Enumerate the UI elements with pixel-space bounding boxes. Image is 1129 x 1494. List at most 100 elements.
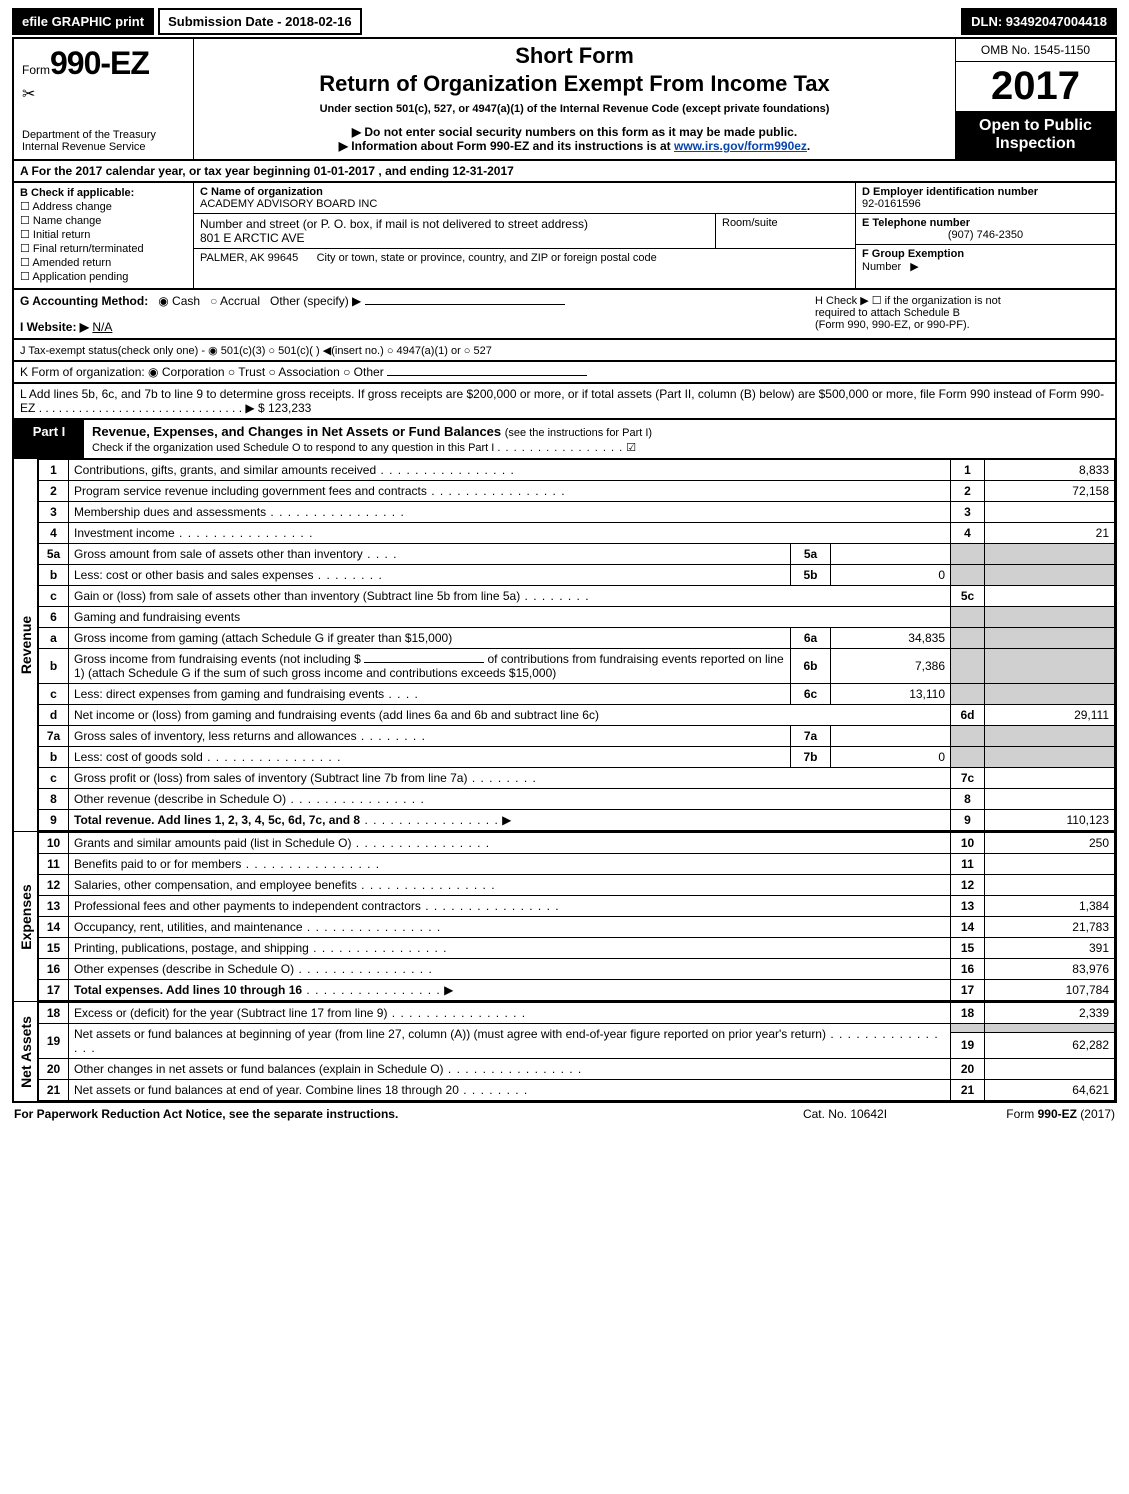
rval-18: 2,339 [985, 1003, 1115, 1024]
efile-print-button[interactable]: efile GRAPHIC print [12, 8, 154, 35]
table-row: 7a Gross sales of inventory, less return… [39, 726, 1115, 747]
d-label: D Employer identification number [862, 186, 1038, 198]
rnum-7c: 7c [951, 768, 985, 789]
revenue-table: 1 Contributions, gifts, grants, and simi… [38, 459, 1115, 831]
part-i-label: Part I [14, 420, 84, 458]
dept2: Internal Revenue Service [22, 141, 146, 153]
scissors-icon: ✂ [14, 84, 193, 104]
expenses-section: Expenses 10 Grants and similar amounts p… [14, 831, 1115, 1001]
desc-8: Other revenue (describe in Schedule O) [69, 789, 951, 810]
table-row: 6 Gaming and fundraising events [39, 607, 1115, 628]
omb-number: OMB No. 1545-1150 [956, 39, 1115, 62]
expenses-table: 10 Grants and similar amounts paid (list… [38, 832, 1115, 1001]
midval-7a [831, 726, 951, 747]
rval-1: 8,833 [985, 460, 1115, 481]
website-value: N/A [92, 320, 112, 334]
chk-amended-return[interactable]: Amended return [20, 256, 187, 269]
f-arrow-icon: ▶ [910, 261, 918, 273]
rval-5a-shade [985, 544, 1115, 565]
chk-name-change[interactable]: Name change [20, 214, 187, 227]
footer-right: Form 990-EZ (2017) [935, 1107, 1115, 1121]
f-label: F Group Exemption [862, 248, 964, 260]
netassets-vlabel: Net Assets [14, 1002, 38, 1101]
info-link-line: ▶ Information about Form 990-EZ and its … [202, 139, 947, 153]
mid-7b: 7b [791, 747, 831, 768]
other-org-input[interactable] [387, 375, 587, 376]
ln-21: 21 [39, 1080, 69, 1101]
rval-6-shade [985, 607, 1115, 628]
radio-other[interactable]: Other (specify) ▶ [270, 294, 361, 308]
rval-6a-shade [985, 628, 1115, 649]
desc-5b: Less: cost or other basis and sales expe… [69, 565, 791, 586]
table-row: 8 Other revenue (describe in Schedule O)… [39, 789, 1115, 810]
warning-ssn: ▶ Do not enter social security numbers o… [202, 125, 947, 139]
header-left: Form990-EZ ✂ Department of the Treasury … [14, 39, 194, 159]
rval-7a-shade [985, 726, 1115, 747]
line-j-tax-exempt: J Tax-exempt status(check only one) - ◉ … [12, 340, 1117, 362]
chk-initial-return[interactable]: Initial return [20, 228, 187, 241]
rnum-20: 20 [951, 1059, 985, 1080]
desc-3: Membership dues and assessments [69, 502, 951, 523]
rval-11 [985, 854, 1115, 875]
tax-year-begin: 01-01-2017 [314, 164, 375, 178]
rnum-12: 12 [951, 875, 985, 896]
midval-6c: 13,110 [831, 684, 951, 705]
desc-12: Salaries, other compensation, and employ… [69, 875, 951, 896]
rnum-6d: 6d [951, 705, 985, 726]
table-row: 2 Program service revenue including gove… [39, 481, 1115, 502]
open-line2: Inspection [995, 135, 1075, 152]
group-exemption-row: F Group Exemption Number ▶ [856, 245, 1115, 276]
rnum-7a-shade [951, 726, 985, 747]
chk-application-pending[interactable]: Application pending [20, 270, 187, 283]
rnum-11: 11 [951, 854, 985, 875]
midval-7b: 0 [831, 747, 951, 768]
phone-value: (907) 746-2350 [862, 229, 1109, 241]
chk-address-change[interactable]: Address change [20, 200, 187, 213]
radio-cash[interactable]: Cash [158, 294, 200, 308]
e-label: E Telephone number [862, 217, 970, 229]
line-l-gross-receipts: L Add lines 5b, 6c, and 7b to line 9 to … [12, 384, 1117, 420]
ln-7a: 7a [39, 726, 69, 747]
rnum-18: 18 [951, 1003, 985, 1024]
desc-11: Benefits paid to or for members [69, 854, 951, 875]
tax-year-end: 12-31-2017 [452, 164, 513, 178]
rval-13: 1,384 [985, 896, 1115, 917]
footer-left: For Paperwork Reduction Act Notice, see … [14, 1107, 755, 1121]
instructions-link[interactable]: www.irs.gov/form990ez [674, 139, 807, 153]
city-state-zip: PALMER, AK 99645 [200, 252, 298, 264]
desc-15: Printing, publications, postage, and shi… [69, 938, 951, 959]
chk-final-return[interactable]: Final return/terminated [20, 242, 187, 255]
rval-19: 62,282 [985, 1032, 1115, 1058]
desc-17: Total expenses. Add lines 10 through 16 [69, 980, 951, 1001]
page-footer: For Paperwork Reduction Act Notice, see … [12, 1103, 1117, 1121]
f-label2: Number [862, 261, 901, 273]
other-specify-input[interactable] [365, 304, 565, 305]
rval-20 [985, 1059, 1115, 1080]
table-row: 15 Printing, publications, postage, and … [39, 938, 1115, 959]
desc-6c: Less: direct expenses from gaming and fu… [69, 684, 791, 705]
dln-box: DLN: 93492047004418 [961, 8, 1117, 35]
rnum-17: 17 [951, 980, 985, 1001]
desc-19: Net assets or fund balances at beginning… [69, 1024, 951, 1059]
desc-4: Investment income [69, 523, 951, 544]
info-prefix: Information about Form 990-EZ and its in… [351, 139, 674, 153]
ln-1: 1 [39, 460, 69, 481]
desc-7c: Gross profit or (loss) from sales of inv… [69, 768, 951, 789]
radio-accrual[interactable]: Accrual [210, 294, 260, 308]
rnum-5b-shade [951, 565, 985, 586]
ein-row: D Employer identification number 92-0161… [856, 183, 1115, 214]
footer-catno: Cat. No. 10642I [755, 1107, 935, 1121]
spacer [366, 8, 958, 35]
submission-date: Submission Date - 2018-02-16 [158, 8, 362, 35]
column-b-checkboxes: B Check if applicable: Address change Na… [14, 183, 194, 288]
org-name: ACADEMY ADVISORY BOARD INC [200, 198, 377, 210]
desc-6d: Net income or (loss) from gaming and fun… [69, 705, 951, 726]
desc-2: Program service revenue including govern… [69, 481, 951, 502]
desc-10: Grants and similar amounts paid (list in… [69, 833, 951, 854]
rnum-5c: 5c [951, 586, 985, 607]
fundraising-amount-input[interactable] [364, 662, 484, 663]
ln-6: 6 [39, 607, 69, 628]
rnum-19-shade [951, 1024, 985, 1033]
desc-14: Occupancy, rent, utilities, and maintena… [69, 917, 951, 938]
under-section-text: Under section 501(c), 527, or 4947(a)(1)… [202, 103, 947, 115]
